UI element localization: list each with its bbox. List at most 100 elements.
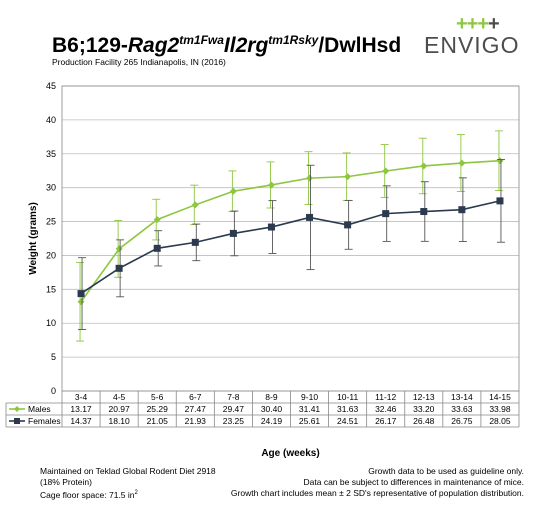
x-tick-label: 3-4	[75, 392, 88, 402]
data-table-value: 13.17	[70, 404, 92, 414]
females-point	[191, 238, 199, 246]
x-tick-label: 12-13	[413, 392, 435, 402]
envigo-logo: ++++ ENVIGO	[424, 14, 524, 58]
chart-subtitle: Production Facility 265 Indianapolis, IN…	[52, 57, 226, 67]
males-point	[496, 157, 504, 165]
data-table-value: 24.19	[261, 416, 283, 426]
data-table-value: 33.98	[489, 404, 511, 414]
logo-text: ENVIGO	[424, 32, 520, 58]
y-tick-label: 5	[51, 352, 56, 362]
footer-left-line3: Cage floor space: 71.5 in	[40, 489, 135, 500]
x-tick-label: 4-5	[113, 392, 126, 402]
data-table-value: 33.63	[451, 404, 473, 414]
females-point	[153, 244, 161, 252]
x-tick-label: 8-9	[265, 392, 278, 402]
data-table-value: 24.51	[337, 416, 359, 426]
data-table-value: 20.97	[108, 404, 130, 414]
footer-left-line3-sup: 2	[134, 490, 138, 496]
footer-diet-notes: Maintained on Teklad Global Rodent Diet …	[40, 466, 216, 501]
data-table-value: 23.25	[223, 416, 245, 426]
males-point	[420, 162, 428, 170]
legend-key-marker	[14, 406, 20, 412]
females-point	[496, 197, 504, 205]
females-point	[229, 229, 237, 237]
logo-plus-green: +++	[456, 13, 489, 35]
data-table-value: 26.17	[375, 416, 397, 426]
x-tick-label: 6-7	[189, 392, 202, 402]
footer-right-line1: Growth data to be used as guideline only…	[368, 466, 524, 476]
data-table-value: 21.05	[147, 416, 169, 426]
males-point	[229, 187, 237, 195]
data-table-value: 21.93	[185, 416, 207, 426]
males-point	[344, 173, 352, 181]
females-point	[420, 208, 428, 216]
y-axis-label: Weight (grams)	[28, 202, 39, 275]
y-tick-label: 45	[46, 81, 56, 91]
footer-disclaimer: Growth data to be used as guideline only…	[231, 466, 524, 499]
legend-key-marker	[14, 418, 20, 424]
females-point	[267, 223, 275, 231]
males-point	[306, 174, 314, 182]
males-point	[153, 216, 161, 224]
males-point	[382, 167, 390, 175]
footer-left-line1: Maintained on Teklad Global Rodent Diet …	[40, 466, 216, 476]
footer-right-line2: Data can be subject to differences in ma…	[303, 477, 525, 487]
data-table-value: 29.47	[223, 404, 245, 414]
logo-plus-dark: +	[488, 13, 500, 35]
females-point	[115, 264, 123, 272]
females-point	[458, 206, 466, 214]
females-point	[382, 210, 390, 218]
chart-title: B6;129-Rag2tm1FwaIl2rgtm1Rsky/DwlHsd	[52, 34, 401, 56]
data-table-value: 31.63	[337, 404, 359, 414]
plot-border	[61, 85, 520, 392]
y-tick-label: 35	[46, 149, 56, 159]
males-point	[77, 298, 85, 306]
y-tick-label: 25	[46, 217, 56, 227]
y-tick-label: 10	[46, 318, 56, 328]
males-point	[267, 181, 275, 189]
females-point	[306, 213, 314, 221]
females-series-line	[80, 200, 501, 295]
data-table-value: 14.37	[70, 416, 92, 426]
x-tick-label: 9-10	[301, 392, 318, 402]
title-suffix: /DwlHsd	[318, 34, 402, 57]
y-tick-label: 30	[46, 183, 56, 193]
x-axis-label: Age (weeks)	[261, 448, 319, 459]
data-table-value: 28.05	[489, 416, 511, 426]
title-gene2: Il2rg	[223, 34, 269, 57]
data-table-value: 31.41	[299, 404, 321, 414]
females-point	[77, 290, 85, 298]
y-tick-label: 20	[46, 250, 56, 260]
males-point	[115, 245, 123, 253]
y-tick-label: 40	[46, 115, 56, 125]
data-table-value: 30.40	[261, 404, 283, 414]
y-tick-label: 0	[51, 386, 56, 396]
data-table-value: 32.46	[375, 404, 397, 414]
legend-label: Females	[28, 416, 61, 426]
data-table-value: 25.61	[299, 416, 321, 426]
males-point	[191, 201, 199, 209]
title-prefix: B6;129-	[52, 34, 128, 57]
x-tick-label: 14-15	[489, 392, 511, 402]
data-table-value: 26.48	[413, 416, 435, 426]
males-series-line	[80, 159, 501, 303]
data-table-value: 18.10	[108, 416, 130, 426]
x-tick-label: 5-6	[151, 392, 164, 402]
x-tick-label: 7-8	[227, 392, 240, 402]
logo-plus-icon: ++++	[456, 13, 500, 35]
footer-right-line3: Growth chart includes mean ± 2 SD's repr…	[230, 488, 524, 498]
data-table-value: 25.29	[147, 404, 169, 414]
legend-label: Males	[28, 404, 51, 414]
x-tick-label: 10-11	[337, 392, 358, 402]
x-tick-label: 13-14	[451, 392, 473, 402]
title-allele2: tm1Rsky	[268, 33, 319, 47]
y-tick-label: 15	[46, 284, 56, 294]
males-point	[458, 159, 466, 167]
females-point	[344, 221, 352, 229]
data-table-value: 26.75	[451, 416, 473, 426]
x-tick-label: 11-12	[375, 392, 396, 402]
title-gene1: Rag2	[127, 34, 180, 57]
data-table-value: 27.47	[185, 404, 207, 414]
data-table-value: 33.20	[413, 404, 435, 414]
